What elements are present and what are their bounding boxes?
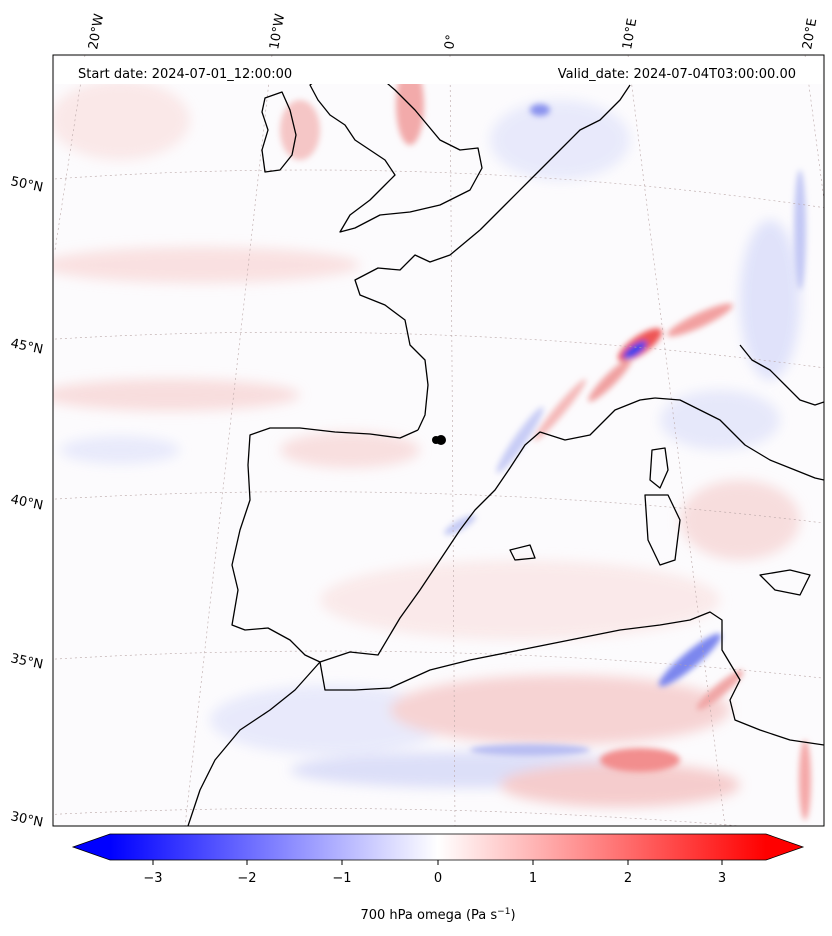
colorbar-ticks: −3 −2 −1 0 1 2 3 — [143, 860, 726, 886]
lon-label-10w: 10°W — [267, 13, 288, 51]
longitude-labels: 20°W 10°W 0° 10°E 20°E — [86, 13, 820, 51]
valid-date: Valid_date: 2024-07-04T03:00:00.00 — [558, 67, 796, 82]
colorbar-low-extension — [73, 834, 110, 860]
colorbar-tick-label: 2 — [624, 871, 632, 886]
start-date: Start date: 2024-07-01_12:00:00 — [78, 67, 292, 82]
colorbar-label-main: 700 hPa omega (Pa s — [360, 908, 497, 923]
colorbar-tick-label: 0 — [434, 871, 442, 886]
lon-label-20e: 20°E — [800, 17, 820, 50]
map-frame — [52, 54, 825, 827]
colorbar-gradient — [110, 834, 766, 860]
colorbar: −3 −2 −1 0 1 2 3 700 hPa omega (Pa s−1) — [71, 833, 805, 923]
lon-label-0: 0° — [442, 34, 459, 51]
lat-label-50n: 50°N — [9, 174, 44, 195]
colorbar-label-end: ) — [510, 908, 515, 923]
colorbar-tick-label: 1 — [529, 871, 537, 886]
omega-field — [53, 65, 811, 820]
colorbar-high-extension — [766, 834, 803, 860]
colorbar-tick-label: 3 — [718, 871, 726, 886]
lon-label-10e: 10°E — [620, 17, 640, 50]
latitude-labels: 50°N 45°N 40°N 35°N 30°N — [9, 174, 44, 830]
lat-label-45n: 45°N — [9, 336, 44, 357]
lat-label-35n: 35°N — [9, 651, 44, 672]
coastlines — [187, 59, 824, 826]
colorbar-tick-label: −3 — [143, 871, 162, 886]
lat-label-40n: 40°N — [9, 492, 44, 513]
lat-label-30n: 30°N — [9, 809, 44, 830]
colorbar-outline — [71, 833, 805, 861]
colorbar-tick-label: −2 — [237, 871, 256, 886]
header-strip — [55, 57, 822, 84]
colorbar-tick-label: −1 — [332, 871, 351, 886]
lon-label-20w: 20°W — [86, 13, 107, 51]
colorbar-label-sup: −1 — [497, 907, 510, 917]
graticule — [53, 55, 824, 826]
map-panel: Start date: 2024-07-01_12:00:00 Valid_da… — [52, 54, 825, 827]
colorbar-label: 700 hPa omega (Pa s−1) — [360, 907, 515, 923]
